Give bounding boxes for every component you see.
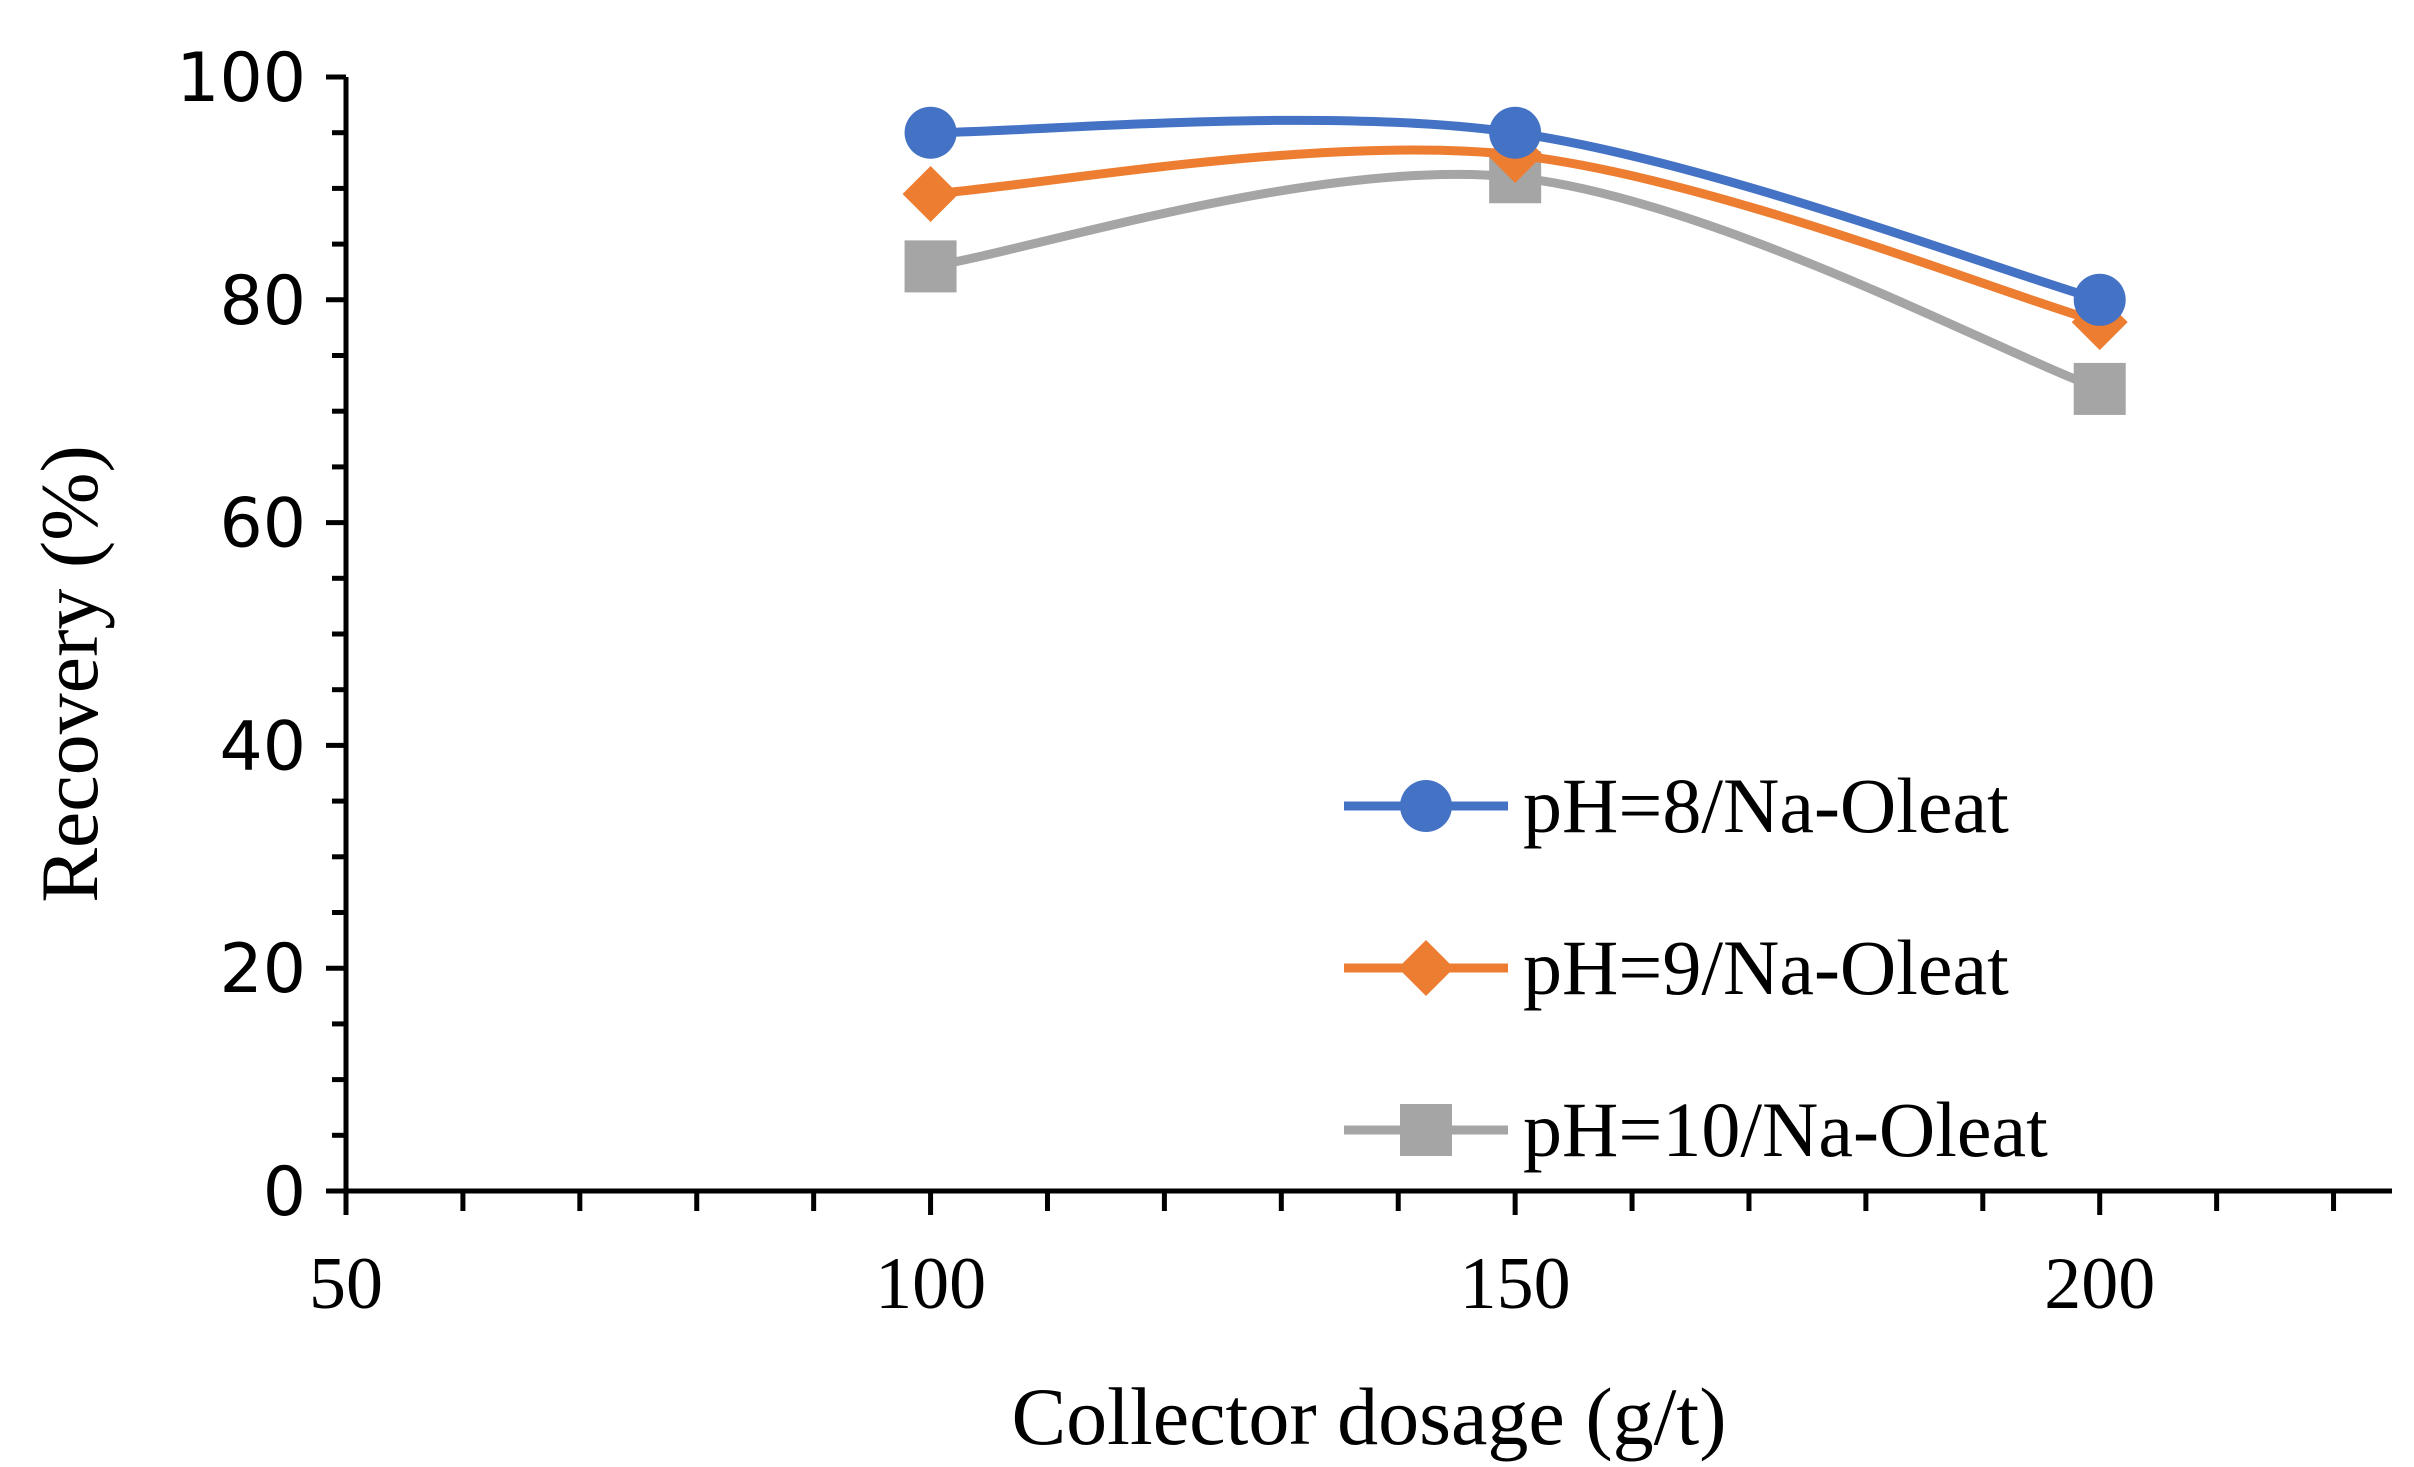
data-point-circle (904, 106, 957, 159)
y-tick-label: 0 (263, 1153, 306, 1232)
legend-label: pH=8/Na-Oleat (1523, 762, 2009, 849)
axes-group: 0 20 40 60 80 100 50 100 150 200 Collector dosage … (24, 39, 2392, 1462)
x-tick-label: 100 (875, 1243, 986, 1325)
series-group (902, 106, 2128, 415)
y-tick-label: 40 (219, 707, 306, 786)
x-axis-title: Collector dosage (g/t) (1011, 1371, 1726, 1462)
data-point-circle (1489, 106, 1542, 159)
y-axis-title: Recovery (%) (24, 445, 115, 903)
legend-item: pH=10/Na-Oleat (1344, 1086, 2048, 1173)
legend-marker-circle (1400, 780, 1452, 832)
y-tick-label: 80 (219, 262, 306, 341)
legend-marker-diamond (1398, 940, 1454, 996)
x-tick-label: 150 (1460, 1243, 1571, 1325)
legend-label: pH=10/Na-Oleat (1523, 1086, 2048, 1173)
legend-item: pH=8/Na-Oleat (1344, 762, 2009, 849)
legend-item: pH=9/Na-Oleat (1344, 924, 2009, 1011)
data-point-circle (2073, 273, 2126, 326)
series-1 (904, 106, 2126, 326)
data-point-square (2073, 362, 2126, 415)
series-line (926, 169, 2105, 394)
data-point-diamond (902, 165, 959, 222)
data-point-square (904, 240, 957, 293)
legend-label: pH=9/Na-Oleat (1523, 924, 2009, 1011)
y-tick-label: 60 (219, 485, 306, 564)
legend: pH=8/Na-Oleat pH=9/Na-Oleat pH=10/Na-Oleat (1344, 762, 2048, 1173)
y-tick-label: 100 (176, 39, 306, 118)
y-tick-label: 20 (219, 930, 306, 1009)
x-tick-label: 50 (309, 1243, 383, 1325)
x-tick-label: 200 (2044, 1243, 2155, 1325)
legend-marker-square (1400, 1104, 1452, 1156)
series-3 (904, 151, 2126, 415)
